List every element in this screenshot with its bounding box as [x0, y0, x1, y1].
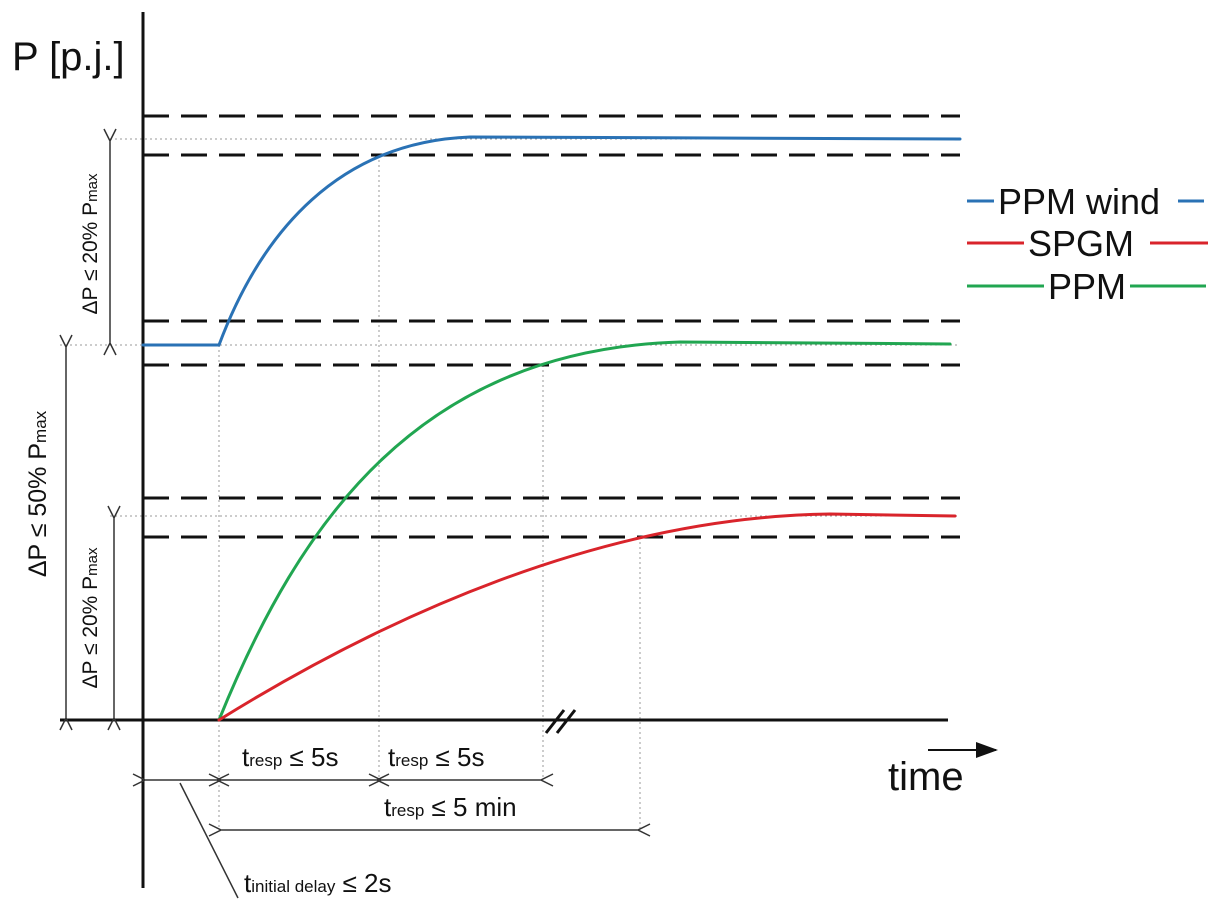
t-symbol: t [384, 792, 392, 822]
t-condition: ≤ 5s [282, 742, 338, 772]
x-axis-label: time [888, 755, 964, 799]
t-symbol: t [244, 868, 252, 898]
curve-ppm-wind [141, 135, 962, 347]
axis-break-mark-2 [555, 709, 577, 734]
dp-subscript: max [84, 547, 101, 576]
t-subscript: resp [249, 751, 282, 770]
dp-prefix: ΔP ≤ 50% P [24, 443, 52, 577]
t-symbol: t [242, 742, 250, 772]
axes [60, 12, 998, 888]
dp-prefix: ΔP ≤ 20% P [79, 576, 102, 689]
dp-subscript: max [84, 173, 101, 202]
curves [141, 135, 962, 722]
t-condition: ≤ 2s [335, 868, 391, 898]
axis-break-mark-1 [544, 709, 566, 734]
legend-label: PPM [1048, 266, 1126, 307]
legend-label: SPGM [1028, 223, 1134, 264]
dp-prefix: ΔP ≤ 20% P [79, 202, 102, 315]
guide-lines [60, 138, 960, 830]
t-condition: ≤ 5s [428, 742, 484, 772]
time-arrows [145, 780, 638, 899]
t-symbol: t [388, 742, 396, 772]
legend: PPM wind SPGM PPM [967, 181, 1208, 307]
spgm-response-label: tresp ≤ 5 min [384, 792, 517, 822]
initial-delay-label: tinitial delay ≤ 2s [244, 868, 392, 898]
wind-dp-label: ΔP ≤ 20% Pmax [79, 173, 102, 315]
total-dp-label: ΔP ≤ 50% Pmax [24, 410, 52, 577]
t-condition: ≤ 5 min [424, 792, 516, 822]
t-subscript: resp [391, 801, 424, 820]
dp-subscript: max [31, 410, 50, 443]
legend-label: PPM wind [998, 181, 1160, 222]
t-subscript: initial delay [251, 877, 336, 896]
wind-response-label: tresp ≤ 5s [242, 742, 339, 772]
spgm-dp-label: ΔP ≤ 20% Pmax [79, 547, 102, 689]
curve-spgm [217, 512, 957, 722]
curve-ppm [217, 340, 952, 722]
t-subscript: resp [395, 751, 428, 770]
y-axis-label: P [p.j.] [12, 35, 125, 79]
initial-delay-leader [179, 782, 239, 899]
dimension-arrows [66, 141, 114, 718]
ppm-response-label: tresp ≤ 5s [388, 742, 485, 772]
tolerance-bands [143, 114, 960, 539]
